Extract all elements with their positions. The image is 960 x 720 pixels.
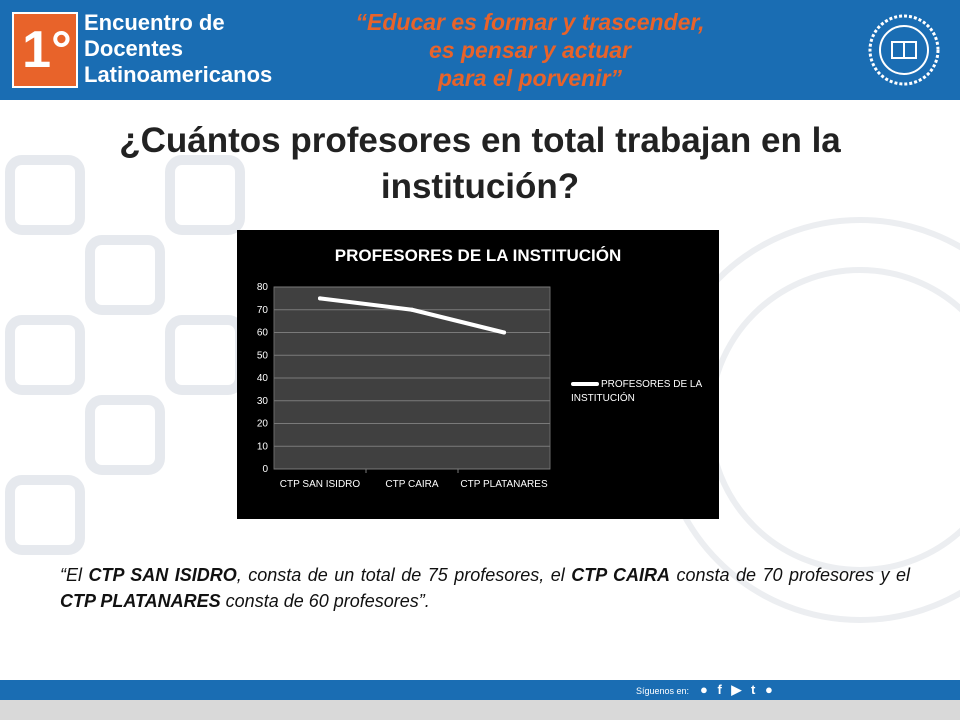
y-tick-label: 40 xyxy=(257,373,269,384)
logo-number: 1° xyxy=(22,21,72,79)
data-point xyxy=(318,296,322,301)
y-tick-label: 20 xyxy=(257,419,269,430)
event-name-line: Encuentro de xyxy=(84,10,225,35)
y-tick-label: 10 xyxy=(257,441,269,452)
x-tick-label: CTP SAN ISIDRO xyxy=(280,479,361,490)
legend-label: PROFESORES DE LA INSTITUCIÓN xyxy=(571,379,702,404)
follow-label: Síguenos en: xyxy=(636,686,690,696)
x-tick-label: CTP CAIRA xyxy=(385,479,438,490)
social-icons[interactable]: ● f ▶ t ● xyxy=(700,682,776,697)
event-name-line: Docentes xyxy=(84,36,184,61)
legend-swatch xyxy=(571,382,599,387)
motto-line: “Educar es formar y trascender, xyxy=(355,9,705,35)
school-name: CTP PLATANARES xyxy=(60,591,221,611)
school-name: CTP CAIRA xyxy=(571,565,671,585)
y-tick-label: 50 xyxy=(257,350,269,361)
chart: PROFESORES DE LA INSTITUCIÓN 0 10 20 30 40 50… xyxy=(237,230,719,519)
university-seal-icon xyxy=(866,12,942,88)
data-point xyxy=(410,307,414,312)
y-tick-label: 70 xyxy=(257,305,269,316)
chart-title: PROFESORES DE LA INSTITUCIÓN xyxy=(334,246,622,265)
description-part: consta de 60 profesores”. xyxy=(220,591,430,611)
x-tick-label: CTP PLATANARES xyxy=(460,479,548,490)
background-pattern xyxy=(0,100,960,680)
motto: “Educar es formar y trascender, es pensa… xyxy=(330,8,730,92)
motto-line: para el porvenir” xyxy=(437,65,623,91)
y-tick-label: 80 xyxy=(257,282,269,293)
y-tick-label: 0 xyxy=(262,464,268,475)
y-tick-label: 30 xyxy=(257,396,269,407)
description-part: consta de 70 profesores y el xyxy=(670,565,911,585)
description-part: “El xyxy=(60,565,89,585)
page-title: ¿Cuántos profesores en total trabajan en… xyxy=(119,121,841,206)
y-tick-label: 60 xyxy=(257,328,269,339)
description-part: , consta de un total de 75 profesores, e… xyxy=(236,565,572,585)
description-text: “El CTP SAN ISIDRO, consta de un total d… xyxy=(60,562,910,614)
event-logo: 1° xyxy=(12,12,78,88)
motto-line: es pensar y actuar xyxy=(428,37,631,63)
chart-legend: PROFESORES DE LA INSTITUCIÓN xyxy=(571,378,711,406)
event-name-line: Latinoamericanos xyxy=(84,62,273,87)
header-banner xyxy=(0,0,960,100)
event-name: Encuentro de Docentes Latinoamericanos xyxy=(84,10,272,88)
line-chart: 0 10 20 30 40 50 60 70 80 CTP SAN ISIDRO CTP CAIRA… xyxy=(257,282,551,490)
footer-stripe xyxy=(0,700,960,720)
data-point xyxy=(502,330,506,335)
school-name: CTP SAN ISIDRO xyxy=(88,565,237,585)
